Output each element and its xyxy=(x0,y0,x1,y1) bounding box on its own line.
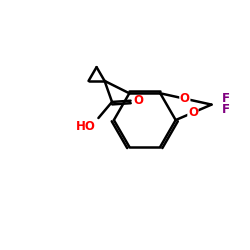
Text: F: F xyxy=(222,92,230,105)
Text: O: O xyxy=(188,106,198,119)
Text: O: O xyxy=(180,92,190,105)
Text: F: F xyxy=(222,103,230,116)
Text: HO: HO xyxy=(76,120,96,133)
Text: O: O xyxy=(134,94,143,107)
